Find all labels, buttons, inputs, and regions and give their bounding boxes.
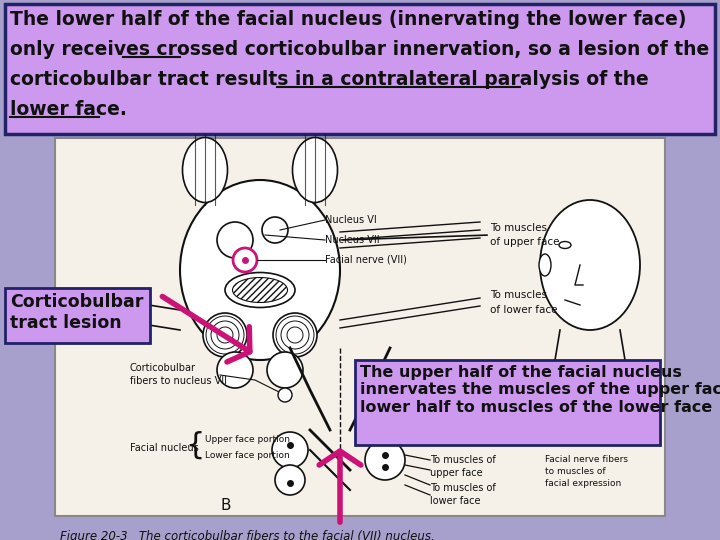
Text: Figure 20-3   The corticobulbar fibers to the facial (VII) nucleus.: Figure 20-3 The corticobulbar fibers to …: [60, 530, 435, 540]
Text: Facial nerve (VII): Facial nerve (VII): [325, 255, 407, 265]
Ellipse shape: [540, 200, 640, 330]
Circle shape: [217, 352, 253, 388]
Text: of upper face: of upper face: [490, 237, 559, 247]
Text: {: {: [185, 430, 204, 460]
Text: The lower half of the facial nucleus (innervating the lower face): The lower half of the facial nucleus (in…: [10, 10, 686, 29]
Text: To muscles of: To muscles of: [430, 483, 496, 493]
Circle shape: [203, 313, 247, 357]
Text: Facial nerve fibers: Facial nerve fibers: [545, 456, 628, 464]
Text: To muscles of: To muscles of: [430, 455, 496, 465]
Ellipse shape: [539, 254, 551, 276]
Ellipse shape: [292, 138, 338, 202]
Ellipse shape: [182, 138, 228, 202]
Text: to muscles of: to muscles of: [545, 468, 606, 476]
Circle shape: [272, 432, 308, 468]
Circle shape: [262, 217, 288, 243]
Text: Upper face portion: Upper face portion: [205, 435, 290, 444]
Text: lower face.: lower face.: [10, 100, 127, 119]
Text: corticobulbar tract results in a contralateral paralysis of the: corticobulbar tract results in a contral…: [10, 70, 649, 89]
Text: only receives crossed corticobulbar innervation, so a lesion of the: only receives crossed corticobulbar inne…: [10, 40, 709, 59]
Circle shape: [365, 440, 405, 480]
Circle shape: [278, 388, 292, 402]
Text: Corticobulbar
tract lesion: Corticobulbar tract lesion: [10, 293, 143, 332]
FancyBboxPatch shape: [5, 288, 150, 343]
Ellipse shape: [180, 180, 340, 360]
Text: Corticobulbar: Corticobulbar: [130, 363, 196, 373]
FancyBboxPatch shape: [5, 4, 715, 134]
Circle shape: [233, 248, 257, 272]
Text: of lower face: of lower face: [490, 305, 557, 315]
Text: The upper half of the facial nucleus
innervates the muscles of the upper face;
l: The upper half of the facial nucleus inn…: [360, 365, 720, 415]
Text: lower face: lower face: [430, 496, 480, 506]
Text: upper face: upper face: [430, 468, 482, 478]
FancyBboxPatch shape: [355, 360, 660, 445]
Circle shape: [267, 352, 303, 388]
Text: fibers to nucleus VII: fibers to nucleus VII: [130, 376, 227, 386]
Text: Lower face portion: Lower face portion: [205, 450, 289, 460]
Ellipse shape: [225, 273, 295, 307]
FancyBboxPatch shape: [55, 138, 665, 516]
Circle shape: [273, 313, 317, 357]
Circle shape: [217, 222, 253, 258]
Text: facial expression: facial expression: [545, 480, 621, 489]
Text: B: B: [220, 497, 230, 512]
Text: Facial nucleus: Facial nucleus: [130, 443, 199, 453]
Text: Nucleus VII: Nucleus VII: [325, 235, 379, 245]
Text: To muscles: To muscles: [490, 290, 547, 300]
Ellipse shape: [559, 241, 571, 248]
Circle shape: [275, 465, 305, 495]
Text: To muscles: To muscles: [490, 223, 547, 233]
Text: Nucleus VI: Nucleus VI: [325, 215, 377, 225]
